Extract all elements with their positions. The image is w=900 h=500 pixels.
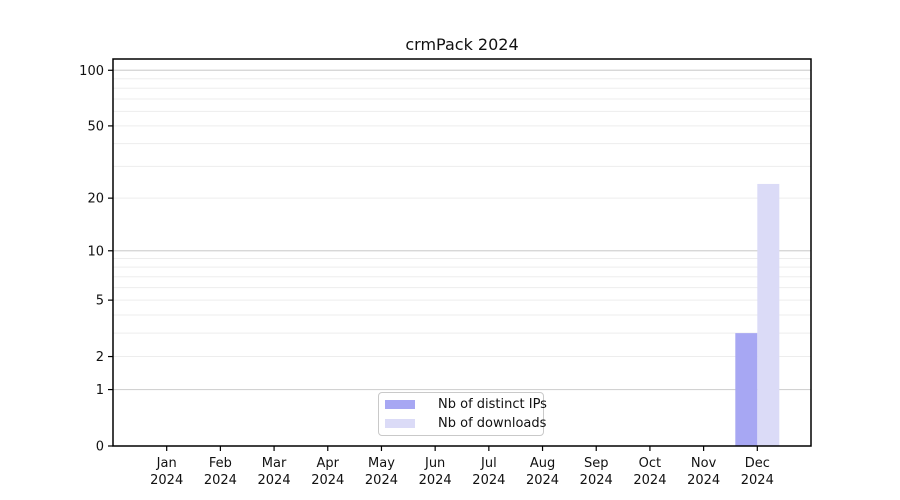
- x-tick-label-month-jan-2024: Jan: [156, 456, 177, 471]
- x-tick-label-month-may-2024: May: [368, 456, 395, 471]
- x-tick-label-year-sep-2024: 2024: [580, 473, 613, 488]
- x-tick-label-month-aug-2024: Aug: [530, 456, 555, 471]
- x-tick-label-year-may-2024: 2024: [365, 473, 398, 488]
- y-tick-label-0: 0: [96, 440, 104, 455]
- x-tick-label-year-oct-2024: 2024: [633, 473, 666, 488]
- x-tick-label-month-feb-2024: Feb: [209, 456, 232, 471]
- y-tick-label-2: 2: [96, 350, 104, 365]
- legend-swatch-distinct-ips: [385, 400, 415, 409]
- x-tick-label-year-mar-2024: 2024: [258, 473, 291, 488]
- x-tick-label-year-dec-2024: 2024: [741, 473, 774, 488]
- y-tick-label-20: 20: [87, 192, 104, 207]
- y-tick-label-50: 50: [87, 119, 104, 134]
- legend: Nb of distinct IPs Nb of downloads: [378, 392, 547, 436]
- chart-title: crmPack 2024: [405, 35, 519, 54]
- x-tick-label-year-aug-2024: 2024: [526, 473, 559, 488]
- y-tick-label-10: 10: [87, 244, 104, 259]
- x-tick-label-year-jul-2024: 2024: [472, 473, 505, 488]
- x-tick-label-month-oct-2024: Oct: [639, 456, 661, 471]
- x-tick-label-month-apr-2024: Apr: [317, 456, 340, 471]
- x-tick-label-month-jul-2024: Jul: [480, 456, 497, 471]
- x-tick-label-month-sep-2024: Sep: [584, 456, 609, 471]
- legend-item-downloads: Nb of downloads: [379, 414, 547, 433]
- x-tick-label-month-nov-2024: Nov: [691, 456, 717, 471]
- legend-swatch-downloads: [385, 419, 415, 428]
- x-tick-label-year-feb-2024: 2024: [204, 473, 237, 488]
- y-tick-label-100: 100: [79, 64, 104, 79]
- x-tick-label-month-mar-2024: Mar: [262, 456, 287, 471]
- y-tick-label-1: 1: [96, 383, 104, 398]
- x-tick-label-year-jun-2024: 2024: [419, 473, 452, 488]
- x-tick-label-month-dec-2024: Dec: [745, 456, 770, 471]
- bar-nb-of-distinct-ips-dec-2024: [735, 333, 758, 446]
- bar-nb-of-downloads-dec-2024: [757, 183, 780, 446]
- x-tick-label-year-jan-2024: 2024: [150, 473, 183, 488]
- x-tick-label-year-nov-2024: 2024: [687, 473, 720, 488]
- legend-item-distinct-ips: Nb of distinct IPs: [379, 395, 547, 414]
- x-tick-label-year-apr-2024: 2024: [311, 473, 344, 488]
- legend-label-downloads: Nb of downloads: [438, 416, 547, 431]
- y-tick-label-5: 5: [96, 294, 104, 309]
- legend-label-distinct-ips: Nb of distinct IPs: [438, 397, 547, 412]
- x-tick-label-month-jun-2024: Jun: [424, 456, 445, 471]
- plot-frame: [112, 58, 812, 447]
